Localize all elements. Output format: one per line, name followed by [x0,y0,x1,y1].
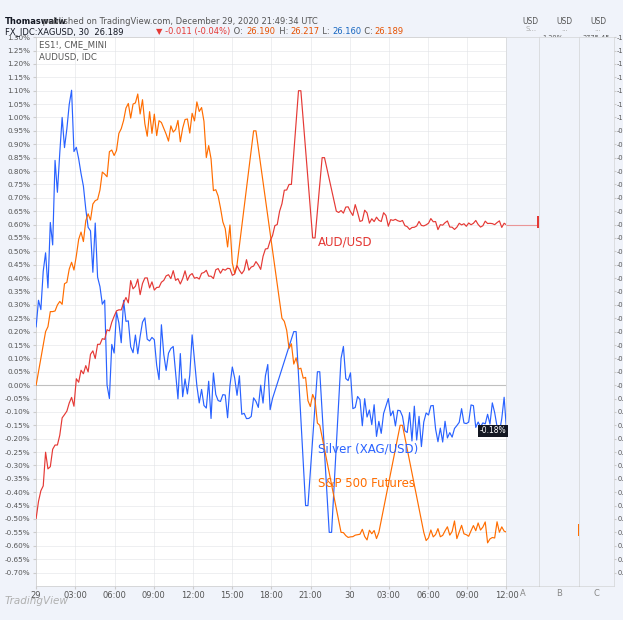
Text: USD: USD [590,17,606,27]
Text: 26.190: 26.190 [247,27,276,37]
Text: TradingView: TradingView [5,596,69,606]
Text: S...: S... [525,26,536,32]
Text: -0.18%: -0.18% [480,427,506,435]
Text: 26.160: 26.160 [332,27,361,37]
Text: USD: USD [556,17,573,27]
Text: AUD/USD: AUD/USD [318,236,373,249]
Text: B: B [556,590,563,598]
Text: A: A [520,590,526,598]
Text: ES1!, CME_MINI: ES1!, CME_MINI [39,40,107,50]
Text: 26.217: 26.217 [290,27,320,37]
Text: C: C [593,590,599,598]
Text: 3706.50: 3706.50 [579,525,611,534]
Text: H:: H: [274,27,288,37]
Text: published on TradingView.com, December 29, 2020 21:49:34 UTC: published on TradingView.com, December 2… [40,17,318,27]
Text: C:: C: [359,27,373,37]
Text: O:: O: [231,27,243,37]
Text: FX_IDC:XAGUSD, 30  26.189: FX_IDC:XAGUSD, 30 26.189 [5,27,126,37]
Text: AUDUSD, IDC: AUDUSD, IDC [39,53,97,61]
Text: S&P 500 Futures: S&P 500 Futures [318,477,416,490]
Text: 26.189: 26.189 [374,27,404,37]
Text: Silver (XAG/USD): Silver (XAG/USD) [318,442,419,455]
Text: L:: L: [317,27,330,37]
Text: -0.42%: -0.42% [539,218,566,226]
Text: USD: USD [523,17,539,27]
Text: ...: ... [561,26,568,32]
Text: ▼ -0.011 (-0.04%): ▼ -0.011 (-0.04%) [156,27,231,37]
Text: ...: ... [595,26,601,32]
Text: Thomaswatw: Thomaswatw [5,17,67,27]
